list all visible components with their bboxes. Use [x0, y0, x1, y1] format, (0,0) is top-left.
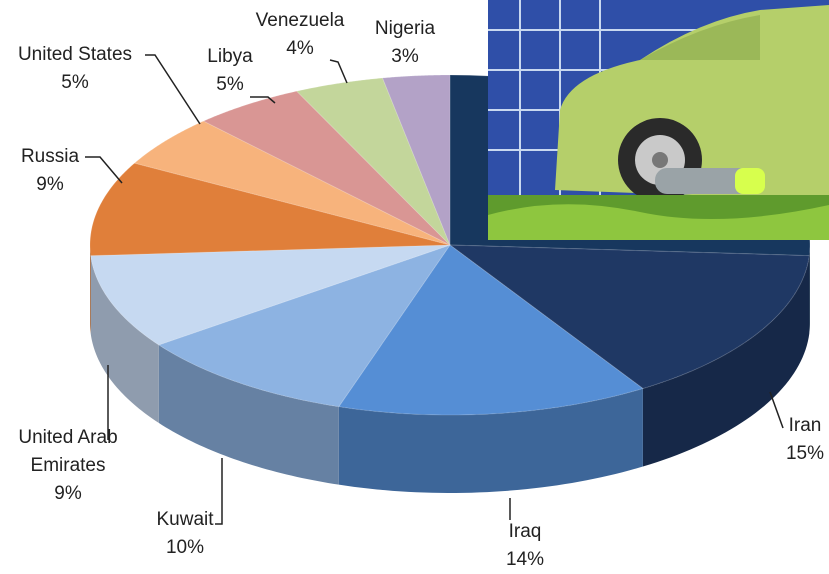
data-label: United Arab Emirates 9%	[3, 424, 133, 508]
leader-line	[329, 59, 348, 84]
leader-line	[215, 458, 223, 525]
value-label: 3%	[391, 46, 419, 67]
category-label: Kuwait	[156, 509, 214, 530]
slice	[90, 244, 451, 346]
slice-side	[90, 255, 159, 423]
slice-side	[338, 388, 643, 493]
value-label: 15%	[785, 443, 825, 464]
slice	[449, 74, 811, 257]
slice-side	[642, 255, 810, 467]
category-label: United States	[17, 44, 133, 65]
slice	[89, 162, 451, 257]
value-label: 14%	[505, 549, 545, 570]
data-label: Russia 9%	[5, 143, 95, 199]
category-label: Iraq	[508, 521, 542, 542]
category-label: Nigeria	[374, 18, 436, 39]
category-label: Iran	[788, 415, 822, 436]
leader-line	[85, 156, 123, 184]
category-label: Russia	[20, 146, 80, 167]
slice	[295, 77, 451, 246]
data-label: Libya 5%	[200, 43, 260, 99]
value-label: 9%	[54, 483, 82, 504]
slice-side	[158, 344, 339, 485]
slice	[381, 74, 451, 246]
value-label: 4%	[286, 38, 314, 59]
leader-line	[769, 391, 784, 429]
data-label: Kuwait 10%	[145, 506, 225, 562]
data-label: Iran 15%	[775, 412, 829, 468]
category-label: United Arab Emirates	[18, 427, 118, 476]
slice	[337, 244, 644, 416]
slice	[448, 244, 810, 390]
slice-side	[90, 245, 91, 334]
slice	[202, 90, 451, 246]
leader-line	[145, 54, 201, 125]
data-label: Venezuela 4%	[250, 7, 350, 63]
value-label: 5%	[216, 74, 244, 95]
value-label: 5%	[61, 72, 89, 93]
data-label: Iraq 14%	[495, 518, 555, 574]
data-label: Nigeria 3%	[365, 15, 445, 71]
value-label: 10%	[165, 537, 205, 558]
value-label: 9%	[36, 174, 64, 195]
slice-side	[809, 245, 810, 334]
category-label: Libya	[207, 46, 253, 67]
category-label: Venezuela	[255, 10, 345, 31]
slice	[133, 120, 451, 246]
slice	[157, 244, 452, 408]
data-label: United States 5%	[5, 41, 145, 97]
leader-line	[250, 96, 276, 104]
